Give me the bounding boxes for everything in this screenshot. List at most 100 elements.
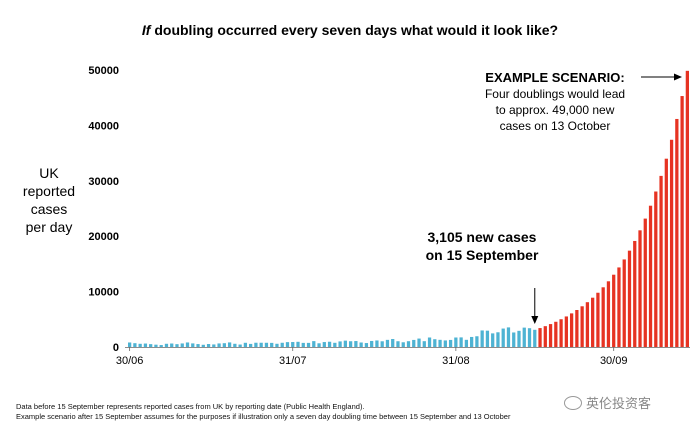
bar-actual xyxy=(406,341,411,347)
bar-projected xyxy=(622,259,626,347)
bar-actual xyxy=(243,342,248,347)
bar-actual xyxy=(364,343,369,347)
bar-projected xyxy=(669,139,674,347)
bar-actual xyxy=(391,339,395,347)
bar-actual xyxy=(443,340,447,347)
y-tick-label: 40000 xyxy=(88,120,119,132)
bar-actual xyxy=(296,341,300,347)
scenario-line: Four doublings would lead xyxy=(484,87,626,101)
bar-projected xyxy=(675,118,679,347)
bar-projected xyxy=(612,274,616,347)
bar-actual xyxy=(322,342,326,347)
bar-actual xyxy=(317,343,321,347)
y-tick-label: 30000 xyxy=(88,176,119,188)
bar-actual xyxy=(375,340,379,347)
bar-actual xyxy=(185,342,190,347)
bar-actual xyxy=(454,337,458,347)
bar-actual xyxy=(180,343,184,347)
bar-actual xyxy=(506,327,511,347)
bar-actual xyxy=(464,339,469,347)
bar-actual xyxy=(191,343,195,347)
bar-projected xyxy=(548,324,553,347)
bar-projected xyxy=(659,175,663,347)
bar-actual xyxy=(448,339,453,347)
footnote: Data before 15 September represents repo… xyxy=(16,402,510,422)
title-emphasis: If xyxy=(141,22,151,38)
y-tick-label: 20000 xyxy=(88,231,119,243)
bar-actual xyxy=(175,344,179,347)
bar-projected xyxy=(685,70,690,348)
bar-actual xyxy=(270,342,274,347)
bar-projected xyxy=(680,96,684,348)
bar-actual xyxy=(480,330,484,347)
callout-annotation: 3,105 new cases on 15 September xyxy=(402,228,562,264)
bar-projected xyxy=(596,292,600,347)
bar-projected xyxy=(564,316,568,347)
bar-projected xyxy=(543,326,547,347)
bar-actual xyxy=(433,339,437,347)
watermark: 英伦投资客 xyxy=(564,393,651,412)
bar-chart: 0 10000 20000 30000 40000 50000 30/06 31/07 31/0… xyxy=(88,65,690,367)
wechat-icon xyxy=(564,395,582,410)
bar-actual xyxy=(264,342,269,347)
x-tick-label: 31/08 xyxy=(442,355,470,367)
bar-actual xyxy=(159,345,163,347)
bar-actual xyxy=(475,336,479,347)
watermark-text: 英伦投资客 xyxy=(586,396,652,411)
bar-projected xyxy=(606,281,611,347)
y-axis-label: UK reported cases per day xyxy=(14,164,84,236)
bar-actual xyxy=(427,337,432,347)
bar-actual xyxy=(227,342,232,347)
bar-actual xyxy=(254,342,258,347)
bar-projected xyxy=(580,306,584,347)
bar-projected xyxy=(643,218,647,347)
bar-projected xyxy=(617,267,621,347)
bar-actual xyxy=(354,341,358,347)
bar-projected xyxy=(575,310,579,347)
bar-actual xyxy=(359,342,363,347)
x-tick-label: 30/06 xyxy=(116,355,144,367)
bar-actual xyxy=(501,328,505,347)
callout-arrow-head xyxy=(531,316,539,324)
bar-actual xyxy=(417,338,421,347)
title-text: doubling occurred every seven days what … xyxy=(154,22,559,38)
callout-line: 3,105 new cases xyxy=(427,229,537,245)
bar-actual xyxy=(280,342,284,347)
bar-projected xyxy=(627,250,632,347)
bar-actual xyxy=(401,342,405,347)
y-axis-label-line: per day xyxy=(25,219,73,235)
bar-projected xyxy=(538,328,542,347)
scenario-heading: EXAMPLE SCENARIO: xyxy=(485,70,625,85)
scenario-arrow-head xyxy=(674,73,682,81)
bar-projected xyxy=(554,321,558,347)
bar-projected xyxy=(569,313,574,347)
bar-actual xyxy=(217,343,221,347)
bar-actual xyxy=(533,329,537,347)
bar-actual xyxy=(438,339,442,347)
y-tick-label: 0 xyxy=(113,342,119,354)
y-tick-label: 50000 xyxy=(88,65,119,77)
bar-projected xyxy=(648,205,653,347)
bar-actual xyxy=(222,343,226,347)
bar-actual xyxy=(348,341,353,347)
bar-actual xyxy=(422,341,426,347)
bar-actual xyxy=(301,342,305,347)
footnote-line: Data before 15 September represents repo… xyxy=(16,402,365,411)
bar-projected xyxy=(559,319,563,347)
bar-actual xyxy=(143,343,148,347)
bar-actual xyxy=(380,341,384,347)
y-axis-label-line: cases xyxy=(30,201,68,217)
bar-projected xyxy=(601,287,605,347)
scenario-line: to approx. 49,000 new xyxy=(495,103,615,117)
bar-actual xyxy=(496,332,500,347)
bar-projected xyxy=(591,297,595,347)
bar-actual xyxy=(196,344,200,347)
bar-actual xyxy=(512,332,516,347)
bar-actual xyxy=(149,344,153,347)
bar-actual xyxy=(370,340,374,347)
scenario-annotation: EXAMPLE SCENARIO: Four doublings would l… xyxy=(470,70,640,134)
bar-actual xyxy=(459,337,463,347)
y-axis-label-line: UK xyxy=(39,165,59,181)
bar-projected xyxy=(633,240,637,347)
bar-actual xyxy=(201,344,205,347)
